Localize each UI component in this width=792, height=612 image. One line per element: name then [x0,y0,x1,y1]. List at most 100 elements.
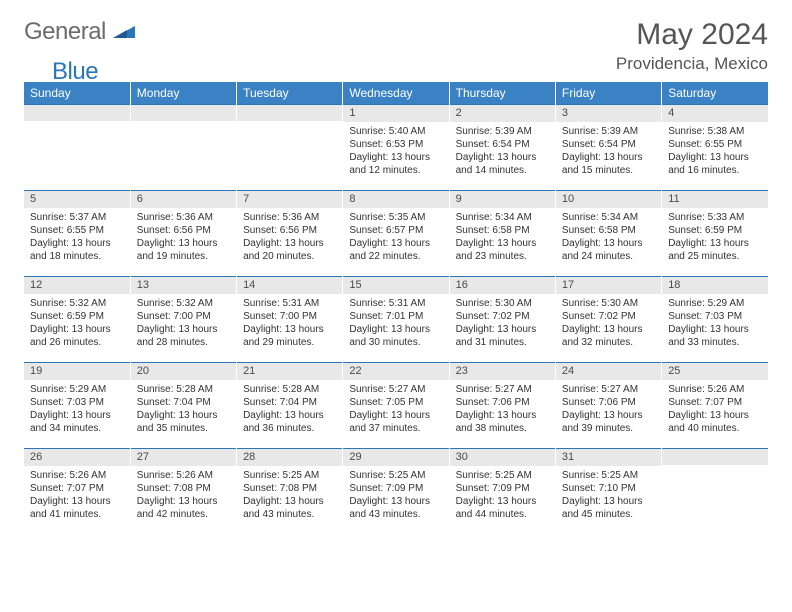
calendar-day-cell: 5Sunrise: 5:37 AMSunset: 6:55 PMDaylight… [24,190,130,276]
day-details: Sunrise: 5:37 AMSunset: 6:55 PMDaylight:… [24,208,130,265]
day-number: 6 [131,190,236,208]
day-number: 12 [24,276,130,294]
day-number: 10 [556,190,661,208]
day-number: 21 [237,362,342,380]
day-details: Sunrise: 5:34 AMSunset: 6:58 PMDaylight:… [556,208,661,265]
calendar-day-cell: 21Sunrise: 5:28 AMSunset: 7:04 PMDayligh… [237,362,343,448]
day-number: 31 [556,448,661,466]
calendar-day-cell: 24Sunrise: 5:27 AMSunset: 7:06 PMDayligh… [555,362,661,448]
weekday-header: Friday [555,82,661,104]
calendar-day-cell: 17Sunrise: 5:30 AMSunset: 7:02 PMDayligh… [555,276,661,362]
day-number: 8 [343,190,448,208]
day-number: 9 [450,190,555,208]
day-details: Sunrise: 5:40 AMSunset: 6:53 PMDaylight:… [343,122,448,179]
day-details: Sunrise: 5:29 AMSunset: 7:03 PMDaylight:… [662,294,768,351]
day-details: Sunrise: 5:36 AMSunset: 6:56 PMDaylight:… [237,208,342,265]
empty-day-number [237,104,342,121]
calendar-week-row: 5Sunrise: 5:37 AMSunset: 6:55 PMDaylight… [24,190,768,276]
calendar-day-cell [237,104,343,190]
calendar-day-cell: 12Sunrise: 5:32 AMSunset: 6:59 PMDayligh… [24,276,130,362]
day-details: Sunrise: 5:26 AMSunset: 7:07 PMDaylight:… [662,380,768,437]
calendar-day-cell: 20Sunrise: 5:28 AMSunset: 7:04 PMDayligh… [130,362,236,448]
day-number: 18 [662,276,768,294]
calendar-table: Sunday Monday Tuesday Wednesday Thursday… [24,82,768,534]
calendar-day-cell: 8Sunrise: 5:35 AMSunset: 6:57 PMDaylight… [343,190,449,276]
day-number: 25 [662,362,768,380]
calendar-day-cell: 22Sunrise: 5:27 AMSunset: 7:05 PMDayligh… [343,362,449,448]
day-number: 15 [343,276,448,294]
calendar-page: General May 2024 Providencia, Mexico Blu… [0,0,792,544]
day-number: 7 [237,190,342,208]
calendar-day-cell: 25Sunrise: 5:26 AMSunset: 7:07 PMDayligh… [662,362,768,448]
day-number: 17 [556,276,661,294]
calendar-day-cell: 4Sunrise: 5:38 AMSunset: 6:55 PMDaylight… [662,104,768,190]
calendar-day-cell [662,448,768,534]
day-number: 24 [556,362,661,380]
day-details: Sunrise: 5:32 AMSunset: 7:00 PMDaylight:… [131,294,236,351]
logo-text-general: General [24,18,106,46]
day-details: Sunrise: 5:26 AMSunset: 7:07 PMDaylight:… [24,466,130,523]
day-number: 11 [662,190,768,208]
day-number: 20 [131,362,236,380]
day-number: 3 [556,104,661,122]
day-details: Sunrise: 5:39 AMSunset: 6:54 PMDaylight:… [556,122,661,179]
day-number: 2 [450,104,555,122]
weekday-header: Thursday [449,82,555,104]
calendar-day-cell: 16Sunrise: 5:30 AMSunset: 7:02 PMDayligh… [449,276,555,362]
logo: General [24,18,138,46]
empty-day-number [131,104,236,121]
day-details: Sunrise: 5:25 AMSunset: 7:09 PMDaylight:… [450,466,555,523]
day-details: Sunrise: 5:33 AMSunset: 6:59 PMDaylight:… [662,208,768,265]
day-details: Sunrise: 5:31 AMSunset: 7:01 PMDaylight:… [343,294,448,351]
month-title: May 2024 [616,18,768,52]
day-details: Sunrise: 5:34 AMSunset: 6:58 PMDaylight:… [450,208,555,265]
day-details: Sunrise: 5:36 AMSunset: 6:56 PMDaylight:… [131,208,236,265]
day-number: 22 [343,362,448,380]
empty-day-number [662,448,768,465]
calendar-day-cell: 9Sunrise: 5:34 AMSunset: 6:58 PMDaylight… [449,190,555,276]
calendar-day-cell: 13Sunrise: 5:32 AMSunset: 7:00 PMDayligh… [130,276,236,362]
calendar-week-row: 12Sunrise: 5:32 AMSunset: 6:59 PMDayligh… [24,276,768,362]
day-details: Sunrise: 5:25 AMSunset: 7:08 PMDaylight:… [237,466,342,523]
day-details: Sunrise: 5:29 AMSunset: 7:03 PMDaylight:… [24,380,130,437]
day-number: 16 [450,276,555,294]
calendar-day-cell: 2Sunrise: 5:39 AMSunset: 6:54 PMDaylight… [449,104,555,190]
day-number: 19 [24,362,130,380]
calendar-day-cell: 6Sunrise: 5:36 AMSunset: 6:56 PMDaylight… [130,190,236,276]
day-number: 27 [131,448,236,466]
logo-triangle-icon [113,22,135,43]
calendar-day-cell [130,104,236,190]
day-details: Sunrise: 5:32 AMSunset: 6:59 PMDaylight:… [24,294,130,351]
day-details: Sunrise: 5:27 AMSunset: 7:05 PMDaylight:… [343,380,448,437]
weekday-header: Monday [130,82,236,104]
calendar-day-cell: 1Sunrise: 5:40 AMSunset: 6:53 PMDaylight… [343,104,449,190]
day-number: 26 [24,448,130,466]
weekday-header: Tuesday [237,82,343,104]
calendar-day-cell: 14Sunrise: 5:31 AMSunset: 7:00 PMDayligh… [237,276,343,362]
weekday-header: Wednesday [343,82,449,104]
day-details: Sunrise: 5:38 AMSunset: 6:55 PMDaylight:… [662,122,768,179]
calendar-day-cell: 27Sunrise: 5:26 AMSunset: 7:08 PMDayligh… [130,448,236,534]
calendar-day-cell: 18Sunrise: 5:29 AMSunset: 7:03 PMDayligh… [662,276,768,362]
day-details: Sunrise: 5:30 AMSunset: 7:02 PMDaylight:… [450,294,555,351]
day-details: Sunrise: 5:28 AMSunset: 7:04 PMDaylight:… [237,380,342,437]
calendar-week-row: 19Sunrise: 5:29 AMSunset: 7:03 PMDayligh… [24,362,768,448]
calendar-day-cell: 15Sunrise: 5:31 AMSunset: 7:01 PMDayligh… [343,276,449,362]
calendar-day-cell: 26Sunrise: 5:26 AMSunset: 7:07 PMDayligh… [24,448,130,534]
day-details: Sunrise: 5:25 AMSunset: 7:09 PMDaylight:… [343,466,448,523]
day-details: Sunrise: 5:25 AMSunset: 7:10 PMDaylight:… [556,466,661,523]
calendar-day-cell: 11Sunrise: 5:33 AMSunset: 6:59 PMDayligh… [662,190,768,276]
calendar-day-cell [24,104,130,190]
header: General May 2024 Providencia, Mexico [24,18,768,74]
day-number: 13 [131,276,236,294]
day-number: 28 [237,448,342,466]
day-details: Sunrise: 5:26 AMSunset: 7:08 PMDaylight:… [131,466,236,523]
calendar-day-cell: 23Sunrise: 5:27 AMSunset: 7:06 PMDayligh… [449,362,555,448]
title-block: May 2024 Providencia, Mexico [616,18,768,74]
day-number: 5 [24,190,130,208]
calendar-day-cell: 30Sunrise: 5:25 AMSunset: 7:09 PMDayligh… [449,448,555,534]
weekday-header-row: Sunday Monday Tuesday Wednesday Thursday… [24,82,768,104]
day-details: Sunrise: 5:30 AMSunset: 7:02 PMDaylight:… [556,294,661,351]
day-details: Sunrise: 5:39 AMSunset: 6:54 PMDaylight:… [450,122,555,179]
location: Providencia, Mexico [616,54,768,74]
